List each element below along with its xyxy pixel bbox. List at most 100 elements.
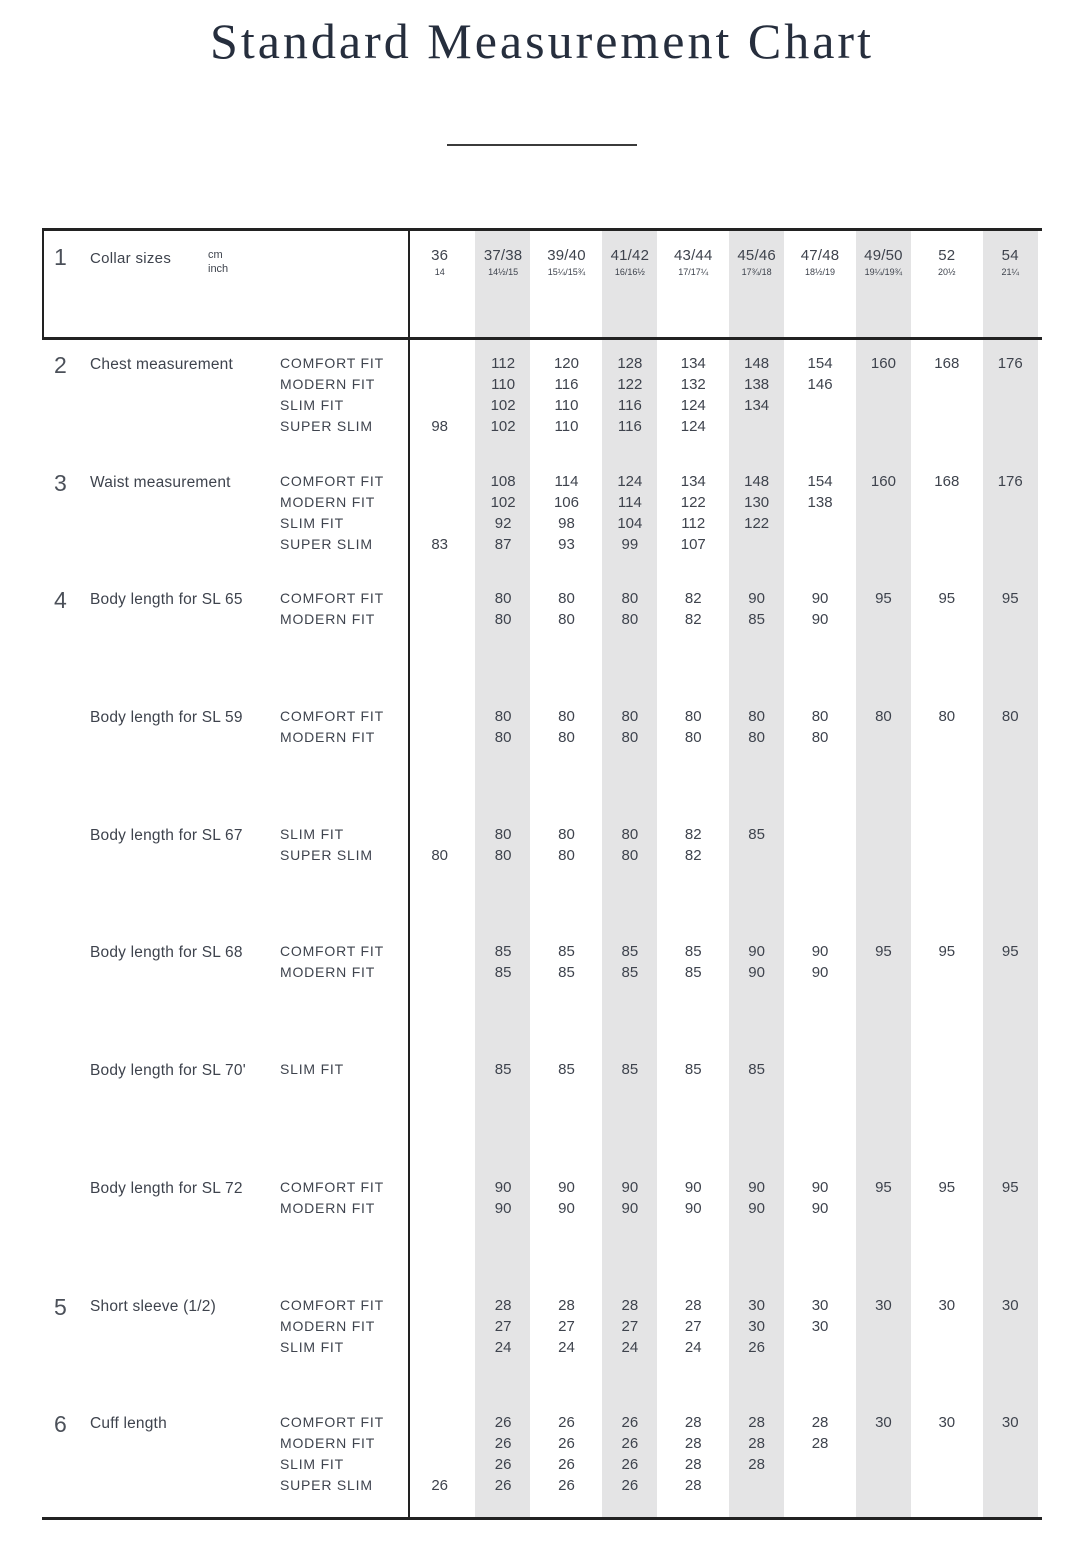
value-cell: 26 <box>748 1338 765 1356</box>
value-cell: 148 <box>744 472 770 490</box>
value-cell <box>408 492 471 513</box>
header-row-label: Collar sizes <box>90 250 172 267</box>
value-cell: 28 <box>684 1414 702 1432</box>
value-cell: 26 <box>621 1414 639 1432</box>
value-cell: 28 <box>811 1414 829 1432</box>
value-cell: 160 <box>870 355 896 372</box>
column-header-41-42: 41/42 16/16½ <box>598 247 661 337</box>
value-cell: 95 <box>875 590 892 608</box>
fit-row-modern-fit: MODERN FIT 110 116 122 132 138 146 <box>278 374 1042 395</box>
header-units: cm inch <box>208 245 408 337</box>
value-cell: 154 <box>807 355 833 372</box>
collar-size-inch: 21¼ <box>1001 267 1019 277</box>
value-cell: 95 <box>938 943 956 961</box>
value-cell <box>852 609 915 630</box>
value-cell <box>788 416 851 437</box>
header-row-number: 1 <box>54 244 67 270</box>
value-cell <box>915 374 978 395</box>
value-cell <box>408 374 471 395</box>
section-label: Chest measurement <box>90 356 233 373</box>
value-cell: 80 <box>1001 708 1019 726</box>
section-label: Body length for SL 59 <box>90 709 243 727</box>
value-cell: 26 <box>558 1435 575 1453</box>
value-cell <box>979 1198 1042 1219</box>
value-cell <box>408 471 471 492</box>
section-short-sleeve-1-2: 5 Short sleeve (1/2) COMFORT FIT 28 28 28 28 30… <box>42 1282 1042 1400</box>
value-cell: 82 <box>684 590 702 608</box>
section-rows: COMFORT FIT 85 85 85 85 90 90 95 95 95 MODERN FIT 8… <box>278 941 1042 1046</box>
value-cell: 122 <box>617 376 643 393</box>
value-cell: 80 <box>494 825 512 843</box>
value-cell <box>979 492 1042 513</box>
value-cell: 85 <box>748 1061 765 1079</box>
value-cell: 87 <box>494 535 512 553</box>
value-cell: 80 <box>494 590 512 608</box>
header-left-border <box>42 228 44 340</box>
value-cell: 85 <box>494 964 512 982</box>
value-cell <box>788 1059 851 1080</box>
value-cell: 146 <box>807 376 833 393</box>
value-cell: 114 <box>554 472 579 490</box>
value-cell <box>852 1337 915 1358</box>
collar-size-inch: 14 <box>434 267 445 277</box>
collar-size-cm: 45/46 <box>737 247 776 264</box>
fit-label: COMFORT FIT <box>280 1178 384 1195</box>
value-cell: 28 <box>684 1477 702 1495</box>
section-rows: COMFORT FIT 26 26 26 28 28 28 30 30 30 MODERN FIT 2… <box>278 1412 1042 1517</box>
fit-label: SUPER SLIM <box>280 846 373 863</box>
value-cell <box>408 395 471 416</box>
value-cell: 134 <box>680 355 706 372</box>
value-cell <box>979 395 1042 416</box>
value-cell: 90 <box>494 1199 512 1217</box>
value-cell: 122 <box>680 493 706 511</box>
column-header-52: 52 20½ <box>915 247 978 337</box>
value-cell <box>979 374 1042 395</box>
value-cell <box>979 513 1042 534</box>
value-cell: 90 <box>748 1199 765 1217</box>
value-cell <box>852 1433 915 1454</box>
fit-label: MODERN FIT <box>280 964 376 981</box>
value-cell: 85 <box>558 943 575 961</box>
value-cell <box>979 845 1042 866</box>
fit-row-modern-fit: MODERN FIT 85 85 85 85 90 90 <box>278 962 1042 983</box>
value-cell <box>915 962 978 983</box>
value-cell: 120 <box>553 355 579 372</box>
value-cell: 138 <box>807 493 833 511</box>
value-cell: 108 <box>490 472 516 490</box>
table-bottom-border <box>42 1517 1042 1520</box>
section-number <box>42 941 90 1046</box>
fit-label: SLIM FIT <box>280 514 344 531</box>
fit-row-comfort-fit: COMFORT FIT 112 120 128 134 148 154 160 168 176 <box>278 353 1042 374</box>
column-header-54: 54 21¼ <box>979 247 1042 337</box>
fit-label: MODERN FIT <box>280 1435 376 1452</box>
value-cell <box>408 588 471 609</box>
section-body-length-for-sl-68: Body length for SL 68 COMFORT FIT 85 85 85 85… <box>42 928 1042 1046</box>
value-cell: 85 <box>684 943 702 961</box>
value-cell: 85 <box>621 964 639 982</box>
value-cell: 85 <box>621 943 639 961</box>
value-cell: 110 <box>554 397 579 414</box>
value-cell <box>979 1059 1042 1080</box>
value-cell: 82 <box>684 825 702 843</box>
section-number <box>42 1059 90 1164</box>
value-cell: 28 <box>621 1296 639 1314</box>
value-cell: 99 <box>621 535 639 553</box>
collar-size-inch: 17/17¼ <box>678 267 709 277</box>
section-rows: SLIM FIT 85 85 85 85 85 <box>278 1059 1042 1164</box>
table-top-border <box>42 228 1042 231</box>
value-cell: 90 <box>748 1178 765 1196</box>
value-cell <box>979 1475 1042 1496</box>
value-cell: 30 <box>1001 1414 1019 1432</box>
section-number: 2 <box>54 352 67 378</box>
value-cell: 122 <box>744 514 770 532</box>
fit-label: SLIM FIT <box>280 1456 344 1473</box>
value-cell <box>725 1475 788 1496</box>
column-stripe-45-46 <box>729 231 784 1517</box>
column-header-47-48: 47/48 18½/19 <box>788 247 851 337</box>
value-cell <box>408 353 471 374</box>
collar-size-inch: 18½/19 <box>805 267 836 277</box>
value-cell: 90 <box>748 590 765 608</box>
fit-row-comfort-fit: COMFORT FIT 85 85 85 85 90 90 95 95 95 <box>278 941 1042 962</box>
value-cell: 80 <box>684 729 702 747</box>
fit-label: SUPER SLIM <box>280 535 373 552</box>
